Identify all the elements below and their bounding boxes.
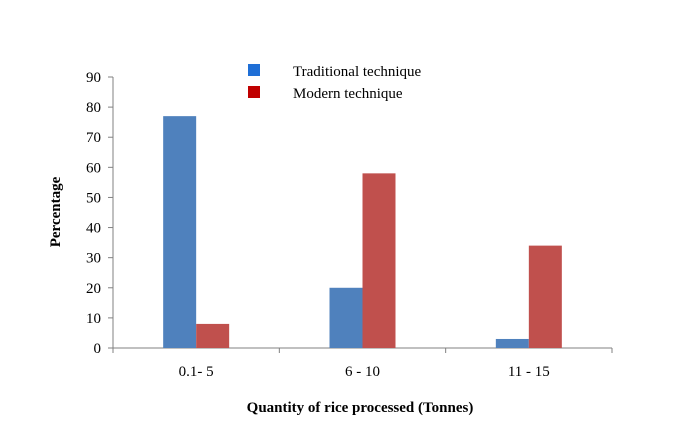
legend-swatch — [248, 86, 260, 98]
y-tick-label: 10 — [86, 311, 101, 327]
legend: Traditional technique Modern technique — [248, 64, 422, 102]
bars — [163, 116, 562, 349]
y-tick-label: 60 — [86, 160, 101, 176]
y-axis-title: Percentage — [48, 176, 64, 247]
bar-modern — [196, 323, 230, 348]
y-tick-label: 50 — [86, 190, 101, 206]
bar-traditional — [163, 116, 197, 349]
y-tick-label: 20 — [86, 281, 101, 297]
legend-label: Traditional technique — [293, 64, 422, 80]
bar-traditional — [495, 338, 529, 348]
y-tick-label: 0 — [94, 341, 102, 357]
legend-swatch — [248, 64, 260, 76]
x-category-label: 6 - 10 — [345, 364, 380, 380]
x-category-label: 0.1- 5 — [179, 364, 214, 380]
legend-label: Modern technique — [293, 86, 403, 102]
bar-modern — [528, 245, 562, 348]
y-axis: 0 10 20 30 40 50 60 70 80 90 — [86, 70, 114, 357]
y-tick-label: 80 — [86, 100, 101, 116]
x-category-label: 11 - 15 — [508, 364, 550, 380]
y-tick-label: 70 — [86, 130, 101, 146]
y-tick-label: 30 — [86, 251, 101, 267]
x-axis: 0.1- 5 6 - 10 11 - 15 — [112, 347, 613, 380]
x-axis-title: Quantity of rice processed (Tonnes) — [247, 400, 474, 416]
bar-traditional — [329, 287, 363, 348]
y-tick-label: 40 — [86, 221, 101, 237]
y-tick-label: 90 — [86, 70, 101, 86]
bar-modern — [362, 173, 396, 348]
